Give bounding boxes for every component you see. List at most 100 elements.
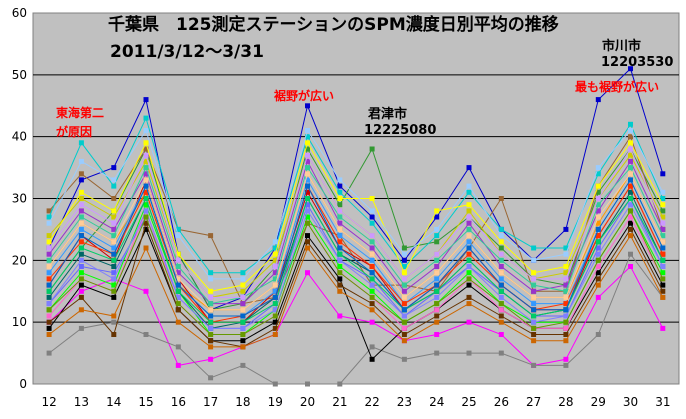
- series-point: [337, 177, 343, 183]
- series-point: [143, 245, 149, 251]
- series-18: [46, 128, 666, 282]
- series-point: [305, 140, 310, 146]
- series-point: [498, 233, 504, 239]
- series-point: [305, 177, 310, 183]
- series-point: [78, 294, 84, 300]
- series-point: [434, 332, 440, 337]
- series-point: [111, 332, 117, 337]
- series-point: [531, 294, 537, 300]
- series-point: [305, 152, 310, 158]
- series-point: [305, 381, 310, 387]
- series-point: [563, 301, 569, 307]
- series-point: [660, 325, 666, 331]
- series-point: [498, 350, 504, 356]
- series-point: [595, 196, 601, 201]
- series-point: [208, 270, 214, 276]
- series-point: [401, 282, 407, 288]
- series-point: [595, 282, 601, 288]
- series-point: [175, 294, 181, 300]
- series-line: [48, 209, 664, 335]
- series-point: [111, 313, 117, 319]
- series-point: [531, 270, 537, 276]
- series-point: [595, 220, 601, 226]
- series-24: [46, 171, 666, 313]
- series-point: [272, 294, 278, 300]
- series-point: [305, 171, 310, 177]
- series-point: [628, 233, 633, 239]
- series-point: [628, 158, 633, 164]
- series-point: [628, 189, 633, 195]
- series-point: [46, 257, 52, 263]
- series-point: [498, 288, 504, 294]
- series-point: [369, 245, 375, 251]
- series-point: [46, 251, 52, 257]
- series-point: [175, 251, 181, 257]
- series-point: [208, 332, 214, 337]
- y-tick-label: 50: [12, 68, 27, 82]
- series-point: [660, 257, 666, 263]
- series-point: [434, 214, 440, 220]
- series-point: [337, 257, 343, 263]
- series-point: [434, 251, 440, 257]
- series-point: [305, 189, 310, 195]
- series-point: [660, 245, 666, 251]
- y-tick-label: 60: [12, 6, 27, 20]
- series-point: [369, 301, 375, 307]
- series-point: [628, 220, 633, 226]
- series-point: [46, 208, 52, 214]
- series-point: [78, 264, 84, 269]
- series-point: [143, 140, 149, 146]
- series-point: [401, 288, 407, 294]
- series-point: [143, 152, 149, 158]
- series-point: [46, 319, 52, 325]
- series-point: [531, 301, 537, 307]
- series-point: [531, 307, 537, 313]
- series-point: [111, 270, 117, 276]
- series-point: [175, 233, 181, 239]
- series-3: [46, 251, 666, 387]
- series-point: [531, 282, 537, 288]
- series-point: [563, 313, 569, 319]
- series-point: [272, 301, 278, 307]
- series-point: [628, 202, 633, 208]
- series-point: [369, 196, 375, 201]
- series-point: [595, 226, 601, 232]
- series-point: [563, 226, 569, 232]
- series-point: [595, 270, 601, 276]
- series-point: [272, 307, 278, 313]
- series-point: [272, 245, 278, 251]
- series-point: [660, 196, 666, 201]
- series-point: [369, 220, 375, 226]
- series-point: [563, 294, 569, 300]
- series-point: [46, 270, 52, 276]
- series-point: [434, 307, 440, 313]
- series-point: [78, 270, 84, 276]
- series-line: [48, 178, 664, 317]
- series-point: [240, 270, 246, 276]
- series-lines: [46, 66, 666, 387]
- series-line: [48, 203, 664, 335]
- series-point: [143, 214, 149, 220]
- series-12: [46, 158, 666, 307]
- series-point: [595, 165, 601, 171]
- x-tick-label: 17: [203, 395, 218, 409]
- series-point: [337, 264, 343, 269]
- series-point: [401, 257, 407, 263]
- series-point: [660, 208, 666, 214]
- series-point: [369, 344, 375, 350]
- series-point: [628, 121, 633, 127]
- series-point: [111, 208, 117, 214]
- series-point: [337, 245, 343, 251]
- series-point: [401, 294, 407, 300]
- series-point: [498, 264, 504, 269]
- series-point: [78, 307, 84, 313]
- series-point: [563, 325, 569, 331]
- series-point: [272, 251, 278, 257]
- series-point: [563, 356, 569, 362]
- series-point: [401, 319, 407, 325]
- series-point: [434, 233, 440, 239]
- series-point: [595, 202, 601, 208]
- series-point: [369, 251, 375, 257]
- chart-subtitle: 2011/3/12～3/31: [110, 42, 264, 62]
- series-point: [595, 332, 601, 337]
